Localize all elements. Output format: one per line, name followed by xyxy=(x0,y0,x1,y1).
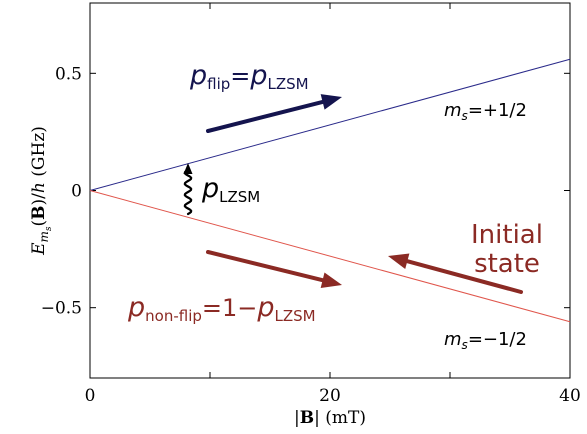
y-tick-label: 0.5 xyxy=(55,64,82,84)
arrow-initial-state xyxy=(388,253,523,294)
annotation-p-flip: pflip=pLZSM xyxy=(189,60,309,93)
series-line-ms-plus xyxy=(89,58,571,191)
y-axis-label: Ems(B)/h (GHz) xyxy=(29,126,54,256)
annotation-initial-state-line2: state xyxy=(474,249,540,279)
arrow-flip-head xyxy=(320,94,342,110)
y-tick-label: 0 xyxy=(71,182,82,202)
arrow-lzsm-transition xyxy=(183,163,193,216)
y-tick-label: −0.5 xyxy=(41,299,82,319)
arrow-initial-state-shaft xyxy=(405,259,523,294)
series-line-ms-minus xyxy=(89,190,571,323)
x-tick-label: 20 xyxy=(319,386,341,406)
arrow-lzsm-wave xyxy=(183,169,193,216)
x-axis-label: |B| (mT) xyxy=(294,408,366,428)
x-tick-label: 0 xyxy=(85,386,96,406)
annotation-initial-state-line1: Initial xyxy=(471,220,543,250)
annotation-p-nonflip: pnon-flip=1−pLZSM xyxy=(127,292,316,325)
arrow-flip xyxy=(206,94,342,133)
series-layer xyxy=(89,58,571,323)
arrow-non-flip xyxy=(206,250,342,288)
arrow-initial-state-head xyxy=(388,253,410,269)
annotation-ms-minus: ms=−1/2 xyxy=(444,329,527,352)
arrow-lzsm-head xyxy=(183,163,193,174)
arrow-flip-shaft xyxy=(206,99,325,133)
arrow-non-flip-shaft xyxy=(206,250,325,283)
x-tick-label: 40 xyxy=(559,386,581,406)
annotation-ms-plus: ms=+1/2 xyxy=(444,100,527,123)
axes: 0 20 40 −0.5 0 0.5 |B| (mT) Ems(B)/h (GHz) xyxy=(29,2,581,428)
arrow-non-flip-head xyxy=(320,272,342,288)
annotation-p-lzsm: pLZSM xyxy=(201,173,260,206)
arrows-layer xyxy=(183,94,523,294)
